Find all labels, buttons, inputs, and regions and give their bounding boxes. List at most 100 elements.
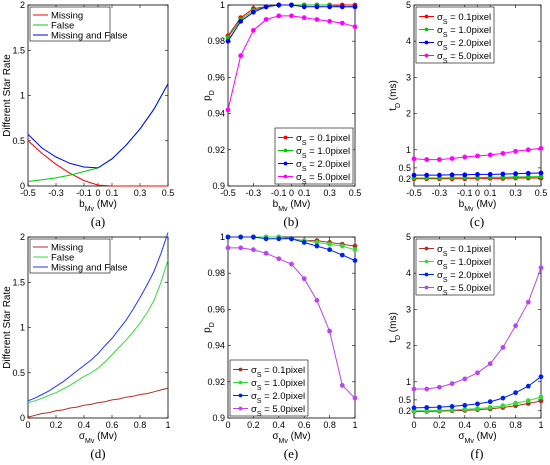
data-point [437,157,442,162]
legend-marker [283,161,288,166]
data-point [513,400,518,406]
data-point [462,154,468,160]
data-point [314,4,320,10]
data-point [500,345,506,350]
data-point [411,386,417,392]
y-tick-label: 0.92 [207,145,225,155]
y-tick-label: 0.96 [207,72,225,82]
legend-label: Missing and False [51,30,128,41]
legend-label: σS = 0.1pixel [437,244,491,257]
y-tick-label: 0 [20,413,25,423]
x-axis-label: σMv (Mv) [272,431,310,445]
y-axis-label: pD [202,322,216,333]
x-tick-label: -0.1 [76,188,92,198]
data-point [238,18,244,24]
legend-marker [283,135,288,140]
y-tick-label: 2 [20,232,25,242]
x-tick-label: 0.5 [535,188,548,198]
data-point [437,384,442,390]
data-point [276,13,282,19]
x-tick-label: 0 [95,188,100,198]
data-point [525,170,531,176]
x-tick-label: 0 [475,188,480,198]
data-point [263,17,269,22]
data-point [475,406,480,411]
data-point [538,265,544,271]
x-axis-label: bMv (Mv) [273,199,311,213]
data-point [289,2,294,8]
legend-label: σS = 1.0pixel [437,257,491,271]
y-tick-label: 0.96 [207,304,225,314]
x-tick-label: 0.1 [298,188,311,198]
legend-label: σS = 0.1pixel [296,133,350,147]
y-tick-label: 3 [406,72,411,82]
data-point [487,172,493,177]
legend-marker [238,406,243,411]
y-tick-label: 2 [406,109,411,119]
data-point [500,151,506,156]
x-tick-label: 0.3 [134,188,147,198]
data-point [327,18,333,24]
x-tick-label: 0.6 [484,420,497,430]
y-tick-label: 5 [406,232,411,242]
x-tick-label: 0 [289,188,294,198]
legend-marker [424,272,429,277]
legend-label: False [51,252,74,263]
x-axis-label: σMv (Mv) [458,431,496,445]
y-tick-label: 1 [220,0,225,10]
legend-label: σS = 2.0pixel [251,391,305,405]
series-line-1 [27,387,169,418]
data-point [462,402,468,408]
y-axis-label: tD (ms) [388,80,402,111]
panel-label: (e) [284,446,298,461]
series-line-2 [27,259,169,404]
y-tick-label: 4 [406,268,411,278]
data-point [225,245,231,251]
x-tick-label: -0.1 [457,188,473,198]
series-line-1 [27,140,168,187]
legend-label: σS = 5.0pixel [296,172,350,186]
y-tick-label: 0.5 [12,136,25,146]
data-point [352,395,358,401]
x-tick-label: 0.1 [484,188,497,198]
y-tick-label: 1.5 [12,45,25,55]
y-tick-label: 0.5 [12,368,25,378]
data-point [525,398,531,404]
data-point [352,247,358,253]
data-point [487,399,493,405]
y-tick-label: 1 [20,91,25,101]
x-tick-label: -0.5 [220,188,236,198]
legend-label: σS = 1.0pixel [251,378,305,392]
data-point [449,404,455,409]
data-point [327,4,333,10]
legend-label: Missing [51,242,83,253]
data-point [449,172,455,178]
panel-5: 0 0.2 0.4 0.6 0.8 1 0.9 0.92 0.94 0.96 0.98 1 σMv (M… [202,232,358,461]
data-point [538,145,544,151]
data-point [352,24,358,30]
x-tick-label: -0.3 [48,188,64,198]
x-tick-label: 0.6 [298,420,311,430]
data-point [314,297,320,303]
legend-label: σS = 5.0pixel [251,404,305,418]
data-point [487,152,493,158]
legend-marker [283,148,288,153]
y-tick-label: 1 [20,323,25,333]
data-point [449,381,455,387]
x-tick-label: 0.2 [50,420,63,430]
data-point [225,38,231,44]
legend-marker [424,246,429,251]
data-point [487,405,493,410]
y-tick-label: 0.94 [207,341,225,351]
data-point [538,394,544,400]
legend-label: σS = 1.0pixel [296,146,350,160]
data-point [475,370,480,376]
x-tick-label: 0.8 [134,420,147,430]
legend-label: σS = 1.0pixel [437,25,491,39]
data-point [525,299,531,305]
legend-marker [238,380,243,385]
